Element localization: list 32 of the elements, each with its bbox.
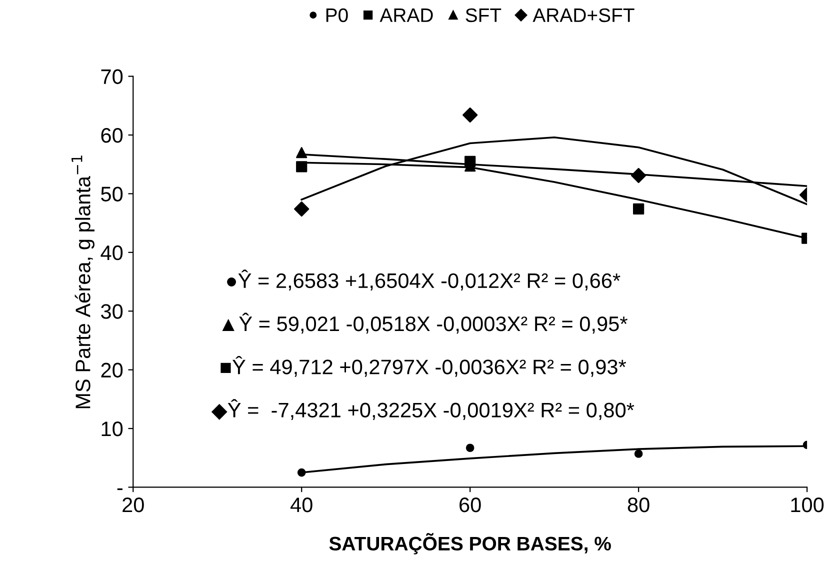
point: [297, 468, 306, 477]
point: [462, 107, 478, 123]
x-tick-label: 40: [290, 497, 312, 512]
x-axis-title: SATURAÇÕES POR BASES, %: [329, 533, 611, 554]
point: [633, 203, 644, 215]
annotation: ●Ŷ = 2,6583 +1,6504X -0,012X² R² = 0,66*: [227, 270, 620, 291]
y-tick-label: -: [117, 488, 122, 490]
point: [634, 450, 643, 458]
x-tick-label: 80: [628, 497, 650, 512]
legend-label: ARAD: [380, 8, 433, 22]
y-tick-label: 20: [101, 362, 123, 378]
x-tick-label: 100: [791, 497, 824, 512]
point: [296, 147, 308, 158]
annotation: ■Ŷ = 49,712 +0,2797X -0,0036X² R² = 0,93*: [220, 356, 626, 377]
point: [466, 444, 474, 452]
y-tick-label: 10: [102, 422, 123, 436]
x-tick-label: 20: [122, 497, 144, 512]
y-tick-label: 40: [100, 245, 123, 260]
annotation: ◆Ŷ = -7,4321 +0,3225X -0,0019X² R² = 0,80*: [211, 399, 634, 420]
point: [296, 161, 308, 172]
y-tick-label: 30: [101, 304, 123, 319]
point: [294, 201, 310, 217]
y-tick-label: 60: [101, 128, 123, 143]
legend-label: SFT: [466, 8, 502, 22]
point: [630, 168, 646, 184]
legend-label: ARAD+SFT: [532, 8, 634, 22]
legend-label: P0: [326, 8, 348, 22]
x-tick-label: 60: [460, 497, 481, 512]
y-tick-label: 70: [101, 69, 123, 84]
y-axis-title: MS Parte Aérea, g planta$^{−1}$: [72, 156, 94, 408]
annotation: ▲Ŷ = 59,021 -0,0518X -0,0003X² R² = 0,95*: [222, 312, 628, 334]
y-tick-label: 50: [101, 186, 123, 202]
